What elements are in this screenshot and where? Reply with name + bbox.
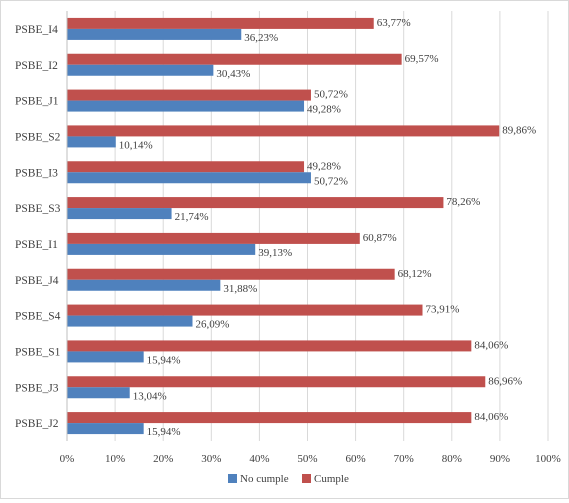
bar-no-cumple [67, 28, 242, 40]
legend-label: Cumple [314, 473, 349, 485]
category-label: PSBE_I4 [15, 24, 58, 36]
data-label-cumple: 63,77% [377, 17, 411, 29]
x-tick-label: 30% [201, 453, 221, 465]
bar-cumple [67, 340, 472, 352]
bar-cumple [67, 17, 374, 29]
category-label: PSBE_I2 [15, 60, 58, 72]
data-label-no-cumple: 15,94% [147, 426, 181, 438]
category-label: PSBE_I3 [15, 167, 58, 179]
bar-no-cumple [67, 387, 130, 399]
bar-cumple [67, 268, 395, 280]
bar-cumple [67, 53, 402, 65]
bar-no-cumple [67, 64, 214, 76]
bar-cumple [67, 125, 500, 137]
data-labels: 63,77% 36,23% 69,57% 30,43% 50,72% 49,28% 89,8… [119, 17, 536, 438]
data-label-no-cumple: 31,88% [223, 283, 257, 295]
x-tick-label: 40% [249, 453, 269, 465]
data-label-no-cumple: 36,23% [244, 32, 278, 44]
bar-no-cumple [67, 172, 311, 184]
bars [67, 17, 500, 435]
bar-cumple [67, 304, 423, 316]
bar-no-cumple [67, 243, 256, 255]
data-label-cumple: 68,12% [398, 268, 432, 280]
x-tick-label: 90% [490, 453, 510, 465]
bar-no-cumple [67, 100, 305, 112]
data-label-no-cumple: 10,14% [119, 139, 153, 151]
x-tick-label: 20% [153, 453, 173, 465]
data-label-cumple: 84,06% [474, 411, 508, 423]
category-label: PSBE_J4 [15, 275, 59, 287]
grid-lines [66, 11, 549, 441]
x-tick-label: 10% [105, 453, 125, 465]
x-tick-label: 0% [60, 453, 75, 465]
data-label-cumple: 49,28% [307, 160, 341, 172]
data-label-cumple: 86,96% [488, 375, 522, 387]
category-label: PSBE_J1 [15, 96, 59, 108]
data-label-no-cumple: 21,74% [175, 211, 209, 223]
bar-cumple [67, 89, 311, 101]
axes: 0% 10% 20% 30% 40% 50% 60% 70% 80% 90% 100% PSBE_I4… [15, 11, 561, 465]
data-label-cumple: 73,91% [426, 304, 460, 316]
legend-swatch [302, 474, 311, 483]
category-label: PSBE_S1 [15, 346, 61, 358]
data-label-no-cumple: 50,72% [314, 175, 348, 187]
legend: No cumple Cumple [228, 473, 349, 485]
data-label-cumple: 69,57% [405, 53, 439, 65]
category-label: PSBE_I1 [15, 239, 58, 251]
data-label-no-cumple: 49,28% [307, 104, 341, 116]
bar-cumple [67, 376, 486, 388]
x-tick-label: 60% [346, 453, 366, 465]
data-label-cumple: 60,87% [363, 232, 397, 244]
legend-label: No cumple [240, 473, 289, 485]
x-tick-label: 50% [297, 453, 317, 465]
bar-no-cumple [67, 136, 116, 148]
category-label: PSBE_S2 [15, 131, 61, 143]
bar-no-cumple [67, 315, 193, 327]
bar-cumple [67, 161, 305, 173]
bar-no-cumple [67, 423, 144, 435]
bar-no-cumple [67, 351, 144, 363]
legend-swatch [228, 474, 237, 483]
bar-cumple [67, 232, 360, 244]
category-label: PSBE_S3 [15, 203, 61, 215]
category-label: PSBE_S4 [15, 311, 61, 323]
data-label-cumple: 78,26% [446, 196, 480, 208]
data-label-no-cumple: 15,94% [147, 354, 181, 366]
x-tick-label: 70% [394, 453, 414, 465]
data-label-no-cumple: 39,13% [258, 247, 292, 259]
data-label-cumple: 89,86% [502, 124, 536, 136]
category-label: PSBE_J3 [15, 382, 59, 394]
data-label-cumple: 84,06% [474, 339, 508, 351]
category-label: PSBE_J2 [15, 418, 59, 430]
data-label-no-cumple: 26,09% [195, 319, 229, 331]
data-label-no-cumple: 30,43% [216, 68, 250, 80]
data-label-no-cumple: 13,04% [133, 390, 167, 402]
data-label-cumple: 50,72% [314, 89, 348, 101]
bar-cumple [67, 412, 472, 424]
x-tick-label: 100% [535, 453, 561, 465]
bar-no-cumple [67, 279, 221, 291]
x-tick-label: 80% [442, 453, 462, 465]
bar-cumple [67, 197, 444, 209]
bar-no-cumple [67, 208, 172, 220]
